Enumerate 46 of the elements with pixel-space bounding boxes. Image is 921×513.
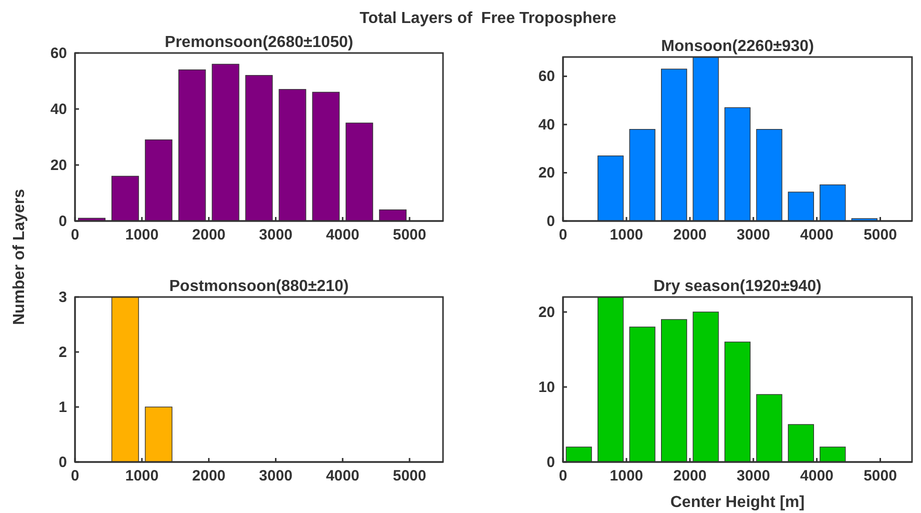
chart-title: Dry season(1920±940)	[654, 278, 822, 295]
x-tick-label: 1000	[610, 468, 644, 485]
x-tick-label: 4000	[326, 226, 360, 244]
y-tick-label: 20	[50, 156, 67, 174]
x-tick-label: 4000	[326, 468, 360, 485]
y-tick-label: 40	[50, 100, 67, 118]
chart-title: Premonsoon(2680±1050)	[164, 34, 354, 51]
y-tick-label: 60	[538, 68, 555, 86]
x-tick-label: 5000	[392, 226, 426, 244]
y-tick-label: 3	[58, 288, 67, 306]
x-tick-label: 3000	[736, 226, 770, 244]
y-tick-label: 10	[538, 378, 555, 396]
x-tick-label: 5000	[864, 226, 897, 244]
x-tick-label: 4000	[800, 226, 834, 244]
y-tick-label: 60	[50, 44, 67, 62]
chart-title: Monsoon(2260±930)	[661, 38, 814, 55]
y-axis-title: Number of Layers	[11, 188, 28, 326]
x-tick-label: 4000	[800, 468, 834, 485]
y-tick-label: 1	[58, 398, 67, 416]
y-tick-label: 20	[538, 304, 555, 321]
x-axis-title: Center Height [m]	[670, 494, 805, 511]
y-tick-label: 2	[58, 344, 67, 361]
x-tick-label: 1000	[125, 468, 159, 485]
x-tick-label: 1000	[610, 226, 644, 244]
x-tick-label: 3000	[259, 226, 292, 244]
y-tick-label: 0	[58, 212, 67, 230]
y-tick-label: 20	[538, 164, 555, 182]
y-tick-label: 0	[546, 454, 555, 471]
x-tick-label: 1000	[125, 226, 159, 244]
y-tick-label: 0	[58, 454, 67, 471]
x-tick-label: 2000	[673, 226, 707, 244]
chart-title: Postmonsoon(880±210)	[169, 278, 349, 295]
x-tick-label: 5000	[864, 468, 897, 485]
x-tick-label: 0	[70, 468, 80, 485]
x-tick-label: 2000	[673, 468, 707, 485]
x-tick-label: 3000	[259, 468, 292, 485]
x-tick-label: 2000	[192, 226, 226, 244]
x-tick-label: 0	[558, 226, 568, 244]
x-tick-label: 0	[558, 468, 568, 485]
text: Total Layers of Free Troposphere	[360, 10, 616, 27]
y-tick-label: 40	[538, 116, 555, 134]
x-tick-label: 3000	[736, 468, 770, 485]
x-tick-label: 0	[70, 226, 80, 244]
y-tick-label: 0	[546, 212, 555, 230]
x-tick-label: 5000	[392, 468, 426, 485]
x-tick-label: 2000	[192, 468, 226, 485]
